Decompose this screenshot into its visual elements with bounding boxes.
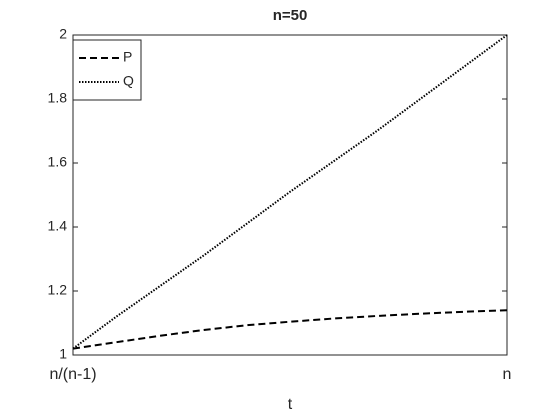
legend-label: Q	[123, 73, 134, 89]
y-tick-label: 1.8	[48, 90, 68, 106]
legend-box	[72, 39, 142, 101]
y-tick-label: 1.2	[48, 282, 68, 298]
y-tick-label: 1	[59, 346, 67, 362]
series-line	[72, 309, 508, 350]
y-tick-label: 2	[59, 26, 67, 42]
x-axis-label: t	[288, 396, 293, 413]
y-tick-label: 1.4	[48, 218, 68, 234]
y-tick-label: 1.6	[48, 154, 68, 170]
axes-box	[72, 34, 508, 356]
series-line	[72, 34, 508, 350]
x-tick-label: n	[503, 366, 512, 383]
chart-title: n=50	[273, 7, 308, 24]
legend-label: P	[123, 49, 132, 65]
x-tick-label: n/(n-1)	[49, 366, 96, 383]
